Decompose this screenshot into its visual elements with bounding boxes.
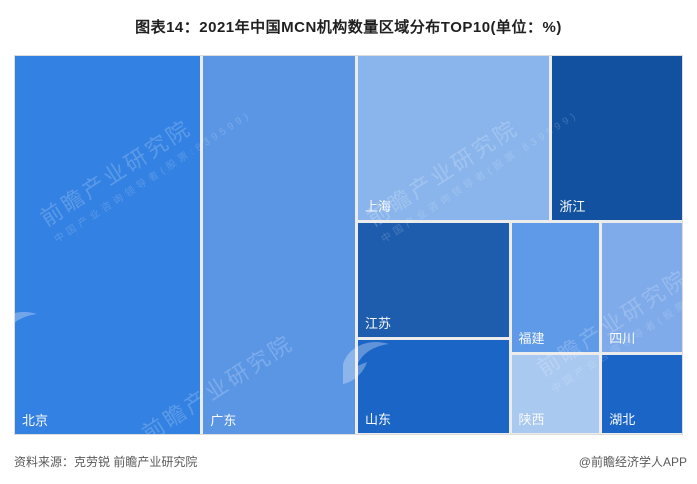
treemap-cell-sichuan[interactable]: 四川 — [602, 223, 682, 353]
treemap-cell-label: 陕西 — [518, 412, 545, 427]
brand-credit-text: @前瞻经济学人APP — [578, 455, 687, 469]
treemap-cell-fujian[interactable]: 福建 — [511, 223, 600, 353]
treemap-cell-label: 江苏 — [364, 316, 391, 332]
treemap-cell-shandong[interactable]: 山东 — [357, 340, 509, 433]
data-source-text: 资料来源：克劳锐 前瞻产业研究院 — [14, 455, 198, 469]
treemap-cell-label: 广东 — [210, 413, 237, 428]
treemap-cell-label: 上海 — [364, 199, 391, 215]
treemap-cell-label: 山东 — [364, 411, 391, 427]
treemap-cell-label: 四川 — [609, 331, 636, 347]
treemap-cell-zhejiang[interactable]: 浙江 — [552, 56, 682, 221]
treemap-cell-hubei[interactable]: 湖北 — [602, 355, 682, 433]
page-title: 图表14：2021年中国MCN机构数量区域分布TOP10(单位：%) — [135, 19, 562, 36]
treemap-cell-label: 福建 — [518, 331, 545, 347]
treemap-cell-label: 北京 — [22, 413, 49, 428]
treemap-cell-label: 浙江 — [559, 199, 586, 215]
treemap-cell-guangdong[interactable]: 广东 — [203, 56, 355, 434]
treemap-cell-beijing[interactable]: 北京 — [15, 56, 201, 434]
treemap-cell-jiangsu[interactable]: 江苏 — [357, 223, 509, 338]
treemap-cell-shaanxi[interactable]: 陕西 — [511, 355, 600, 433]
treemap-cell-label: 湖北 — [609, 412, 636, 427]
treemap-cell-shanghai[interactable]: 上海 — [357, 56, 550, 221]
